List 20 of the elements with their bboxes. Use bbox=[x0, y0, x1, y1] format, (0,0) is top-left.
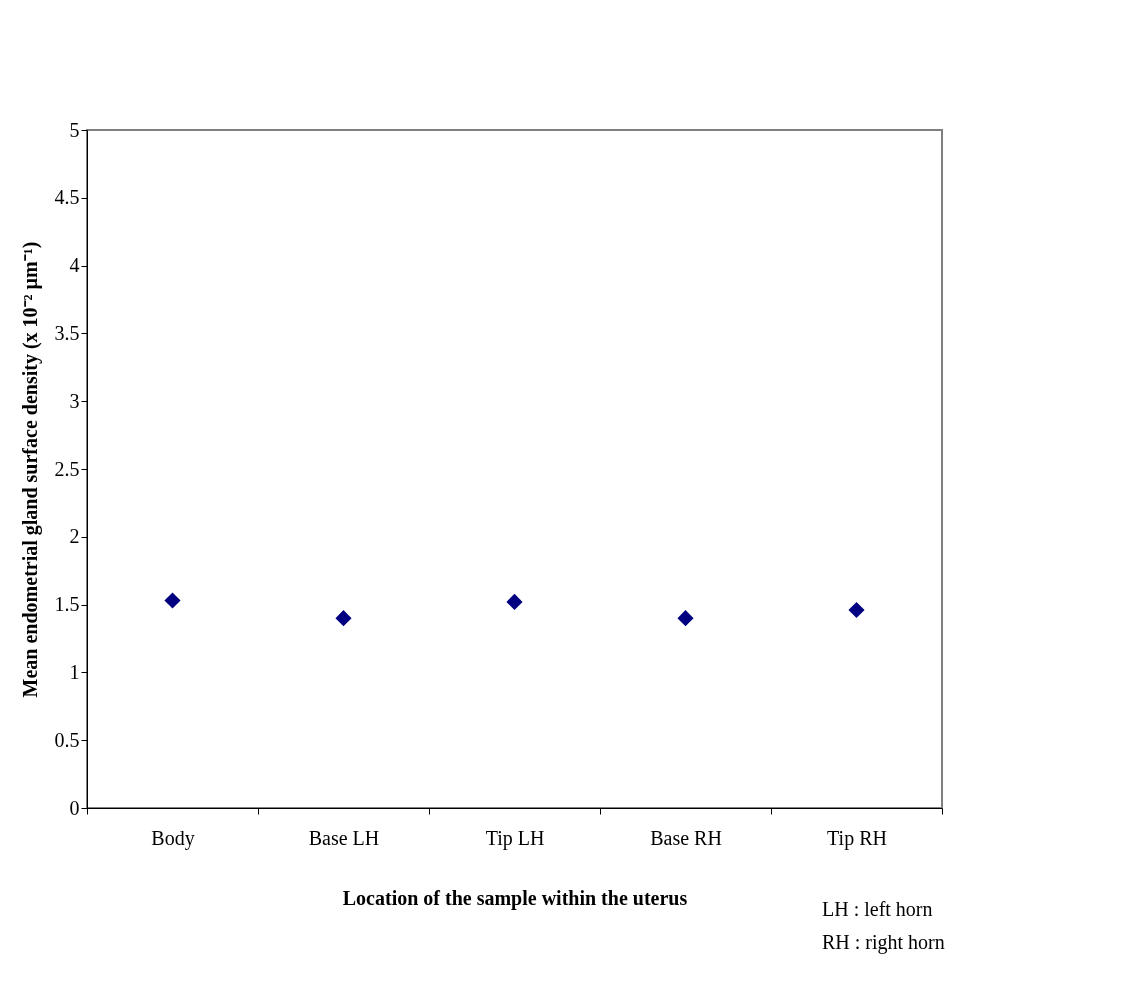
y-tick-label: 0 bbox=[69, 796, 80, 819]
y-axis-title: Mean endometrial gland surface density (x 10⁻² µm⁻¹) bbox=[18, 241, 42, 698]
y-tick-label: 4.5 bbox=[54, 186, 80, 209]
x-tick-label: Base LH bbox=[308, 826, 380, 849]
y-tick-label: 1 bbox=[69, 660, 80, 683]
y-tick-label: 0.5 bbox=[54, 728, 80, 751]
y-tick-label: 5 bbox=[69, 118, 80, 141]
y-tick-label: 3.5 bbox=[54, 321, 80, 344]
x-tick-label: Tip LH bbox=[485, 826, 545, 850]
y-tick-label: 3 bbox=[69, 389, 80, 412]
x-axis-title: Location of the sample within the uterus bbox=[342, 886, 688, 910]
y-tick-label: 2 bbox=[69, 525, 80, 548]
y-tick-label: 4 bbox=[69, 254, 80, 277]
x-tick-label: Tip RH bbox=[827, 826, 887, 850]
text: LH : left horn bbox=[822, 898, 933, 920]
y-tick-label: 1.5 bbox=[54, 593, 80, 616]
text: RH : right horn bbox=[822, 931, 945, 954]
y-tick-label: 2.5 bbox=[54, 457, 80, 480]
x-tick-label: Base RH bbox=[650, 826, 722, 849]
x-tick-label: Body bbox=[151, 826, 195, 850]
